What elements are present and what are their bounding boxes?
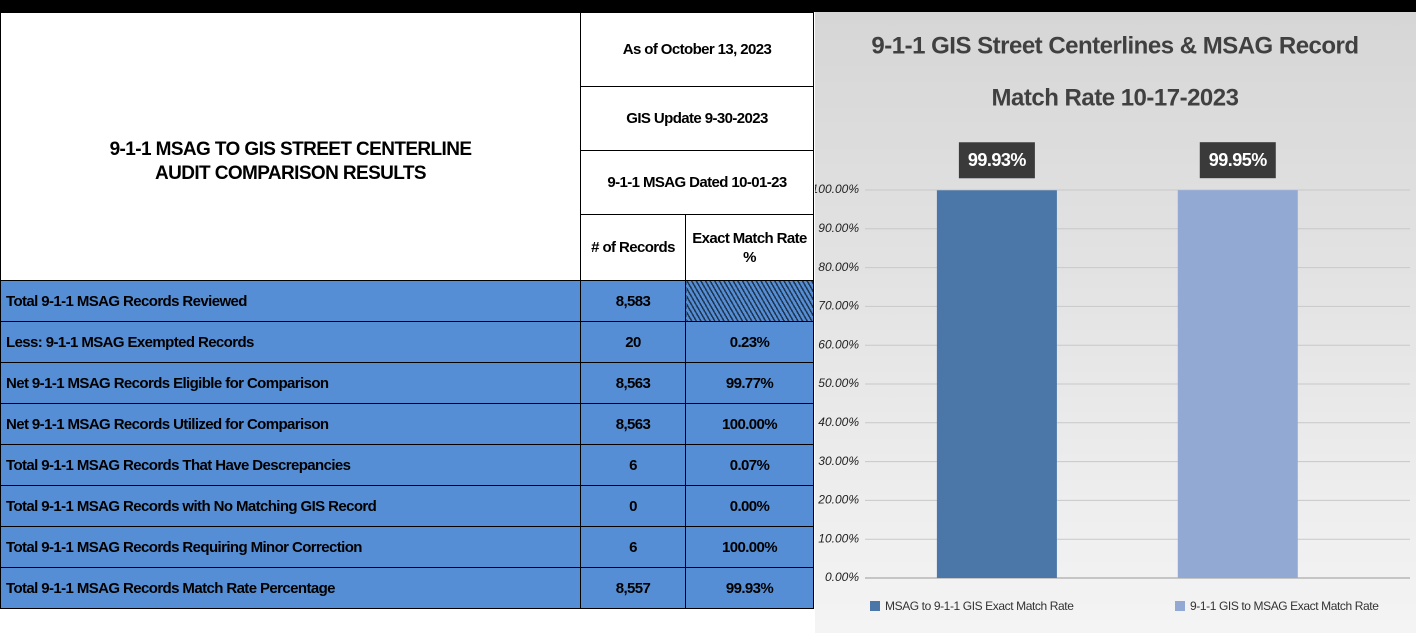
cell: 0.07% (684, 444, 815, 486)
chart-title: Match Rate 10-17-2023 (992, 84, 1239, 111)
legend-label: 9-1-1 GIS to MSAG Exact Match Rate (1190, 599, 1379, 613)
cell: 8,563 (580, 362, 686, 404)
cell: 20 (580, 321, 686, 363)
y-tick-label: 90.00% (818, 221, 859, 235)
column-header: Exact Match Rate % (684, 214, 815, 281)
row-label: Total 9-1-1 MSAG Records Requiring Minor… (0, 526, 581, 568)
y-tick-label: 80.00% (818, 260, 859, 274)
chart: 9-1-1 GIS Street Centerlines & MSAG Reco… (812, 12, 1416, 633)
top-border (0, 0, 1416, 12)
row-label: Less: 9-1-1 MSAG Exempted Records (0, 321, 581, 363)
row-label: Net 9-1-1 MSAG Records Utilized for Comp… (0, 403, 581, 445)
cell: 0.23% (684, 321, 815, 363)
data-label: 99.93% (968, 150, 1027, 170)
cell: 0.00% (684, 485, 815, 527)
title-line: AUDIT COMPARISON RESULTS (155, 162, 427, 184)
chart-title: 9-1-1 GIS Street Centerlines & MSAG Reco… (871, 32, 1358, 59)
cell: 100.00% (684, 526, 815, 568)
cell: 6 (580, 444, 686, 486)
table-row: Total 9-1-1 MSAG Records That Have Descr… (0, 444, 815, 486)
row-label: Net 9-1-1 MSAG Records Eligible for Comp… (0, 362, 581, 404)
header-note: GIS Update 9-30-2023 (579, 86, 815, 151)
legend-swatch (1175, 601, 1185, 611)
cell: 8,563 (580, 403, 686, 445)
y-tick-label: 50.00% (818, 376, 859, 390)
cell: 99.93% (684, 567, 815, 609)
table-title: 9-1-1 MSAG TO GIS STREET CENTERLINE AUDIT… (0, 12, 581, 281)
table-row: Total 9-1-1 MSAG Records Reviewed 8,583 (0, 280, 815, 322)
table-row: Total 9-1-1 MSAG Records with No Matchin… (0, 485, 815, 527)
table-body: Total 9-1-1 MSAG Records Reviewed 8,583 Le… (0, 280, 815, 609)
y-tick-label: 100.00% (815, 182, 859, 196)
table-row: Total 9-1-1 MSAG Records Match Rate Perc… (0, 567, 815, 609)
hatched-cell (684, 280, 815, 322)
y-tick-label: 20.00% (817, 493, 859, 507)
data-label: 99.95% (1209, 150, 1268, 170)
cell: 6 (580, 526, 686, 568)
table-row: Net 9-1-1 MSAG Records Utilized for Comp… (0, 403, 815, 445)
cell: 100.00% (684, 403, 815, 445)
title-line: 9-1-1 MSAG TO GIS STREET CENTERLINE (109, 138, 472, 160)
table-row: Total 9-1-1 MSAG Records Requiring Minor… (0, 526, 815, 568)
header-note: As of October 13, 2023 (579, 12, 815, 87)
y-tick-label: 40.00% (818, 415, 859, 429)
cell: 8,557 (580, 567, 686, 609)
legend-label: MSAG to 9-1-1 GIS Exact Match Rate (885, 599, 1074, 613)
chart-svg: 9-1-1 GIS Street Centerlines & MSAG Reco… (812, 32, 1410, 613)
cell: 99.77% (684, 362, 815, 404)
table-row: Less: 9-1-1 MSAG Exempted Records 20 0.23% (0, 321, 815, 363)
table-row: Net 9-1-1 MSAG Records Eligible for Comp… (0, 362, 815, 404)
y-tick-label: 10.00% (818, 531, 859, 545)
bar (1177, 190, 1298, 578)
bar (936, 190, 1057, 578)
data-label-box (958, 142, 1035, 179)
data-label-box (1199, 142, 1276, 179)
y-tick-label: 0.00% (825, 570, 859, 584)
header-note: 9-1-1 MSAG Dated 10-01-23 (579, 150, 815, 215)
row-label: Total 9-1-1 MSAG Records Match Rate Perc… (0, 567, 581, 609)
cell: 0 (580, 485, 686, 527)
column-header: # of Records (580, 214, 686, 281)
cell: 8,583 (580, 280, 686, 322)
y-tick-label: 70.00% (818, 299, 859, 313)
row-label: Total 9-1-1 MSAG Records with No Matchin… (0, 485, 581, 527)
y-tick-label: 60.00% (818, 337, 859, 351)
row-label: Total 9-1-1 MSAG Records Reviewed (0, 280, 581, 322)
y-tick-label: 30.00% (818, 454, 859, 468)
row-label: Total 9-1-1 MSAG Records That Have Descr… (0, 444, 581, 486)
audit-table: 9-1-1 MSAG TO GIS STREET CENTERLINE AUDIT… (0, 12, 815, 609)
legend-swatch (870, 601, 880, 611)
